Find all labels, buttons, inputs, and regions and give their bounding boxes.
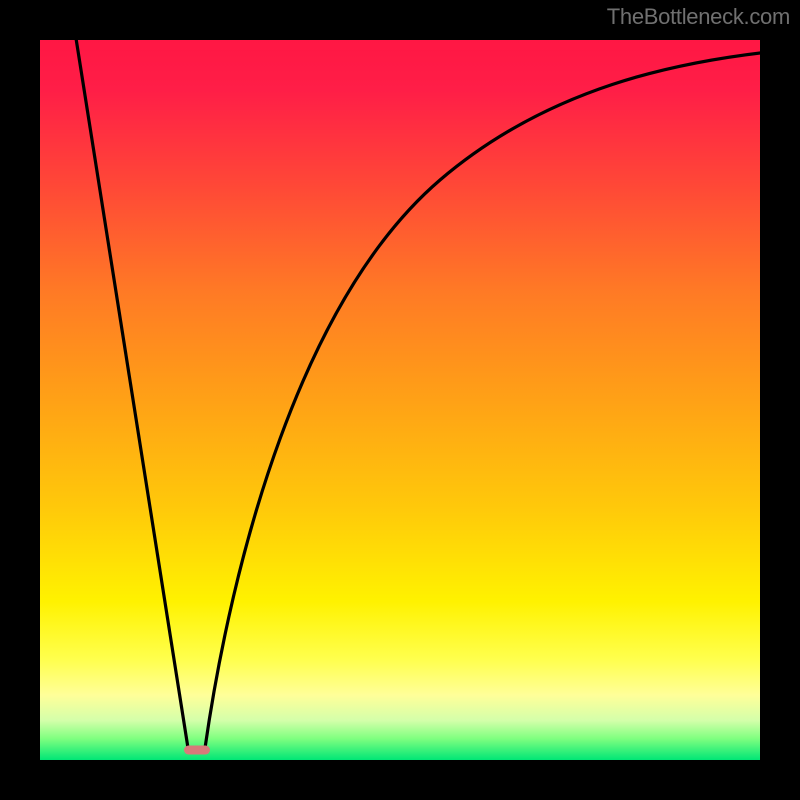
watermark-text: TheBottleneck.com [607,4,790,30]
bottleneck-marker [184,746,210,755]
chart-svg [0,0,800,800]
chart-frame: TheBottleneck.com [0,0,800,800]
